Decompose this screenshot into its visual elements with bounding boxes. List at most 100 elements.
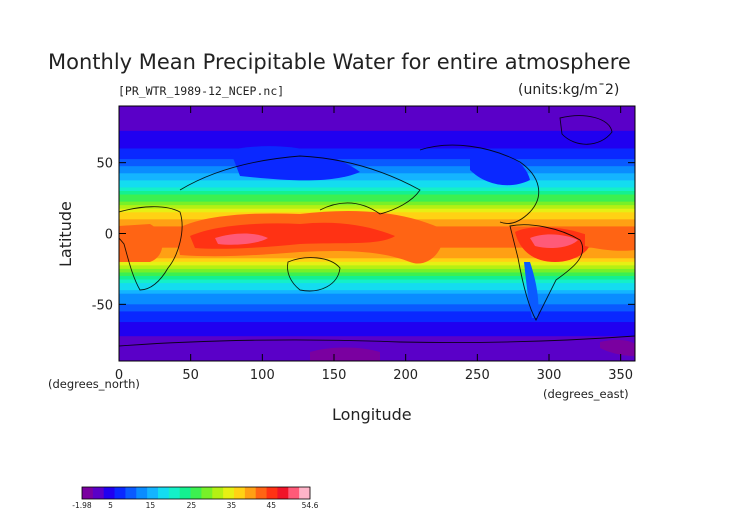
- latitude-band: [119, 120, 635, 125]
- plot-area: [119, 106, 635, 361]
- latitude-band: [119, 258, 635, 263]
- y-tick-label: 50: [96, 157, 113, 172]
- latitude-band: [119, 191, 635, 196]
- x-tick-label: 50: [182, 368, 199, 383]
- colorbar-swatch: [212, 487, 224, 499]
- chart-subtitle: [PR_WTR_1989-12_NCEP.nc]: [118, 84, 284, 98]
- latitude-band: [119, 322, 635, 327]
- eurasia-dry: [230, 146, 360, 181]
- x-axis-ticks: 0 50 100 150 200 250 300 350: [115, 106, 633, 383]
- latitude-band: [119, 325, 635, 330]
- colorbar-label: -1.98: [72, 501, 92, 510]
- x-tick-label: 0: [115, 368, 123, 383]
- colorbar-swatch: [158, 487, 170, 499]
- latitude-band: [119, 106, 635, 111]
- atlantic-itcz: [585, 227, 635, 251]
- latitude-band: [119, 176, 635, 181]
- latitude-band: [119, 311, 635, 316]
- colorbar-label: 54.6: [302, 501, 319, 510]
- latitude-band: [119, 300, 635, 305]
- coastline-eurasia: [179, 155, 421, 215]
- latitude-band: [119, 123, 635, 128]
- latitude-band: [119, 116, 635, 121]
- y-axis-label: Latitude: [56, 201, 75, 267]
- latitude-band: [119, 339, 635, 344]
- colorbar-labels: -1.98 5 15 25 35 45 54.6: [72, 501, 318, 510]
- antarctic-low-2: [600, 339, 635, 356]
- colorbar-label: 5: [108, 501, 113, 510]
- latitude-band: [119, 180, 635, 185]
- latitude-band: [119, 173, 635, 178]
- latitude-band: [119, 265, 635, 270]
- latitude-band: [119, 304, 635, 309]
- latitude-band: [119, 198, 635, 203]
- coastline-australia: [287, 257, 341, 292]
- coastline-antarctica: [119, 335, 635, 347]
- latitude-band: [119, 130, 635, 135]
- colorbar-label: 15: [146, 501, 156, 510]
- latitude-band: [119, 208, 635, 213]
- colorbar-swatch: [92, 487, 105, 499]
- colorbar-frame: [81, 486, 311, 500]
- coastline-africa: [119, 206, 183, 291]
- latitude-band: [119, 297, 635, 302]
- colorbar-swatch: [179, 487, 191, 499]
- latitude-band: [119, 162, 635, 167]
- latitude-band: [119, 261, 635, 266]
- colorbar-swatch: [255, 487, 267, 499]
- latitude-band: [119, 290, 635, 295]
- latitude-band: [119, 272, 635, 277]
- y-unit-label: (degrees_north): [48, 377, 140, 391]
- colorbar-swatch: [82, 487, 94, 499]
- latitude-band: [119, 318, 635, 323]
- latitude-band: [119, 336, 635, 341]
- colorbar-swatch: [244, 487, 257, 499]
- latitude-band: [119, 144, 635, 150]
- latitude-band: [119, 205, 635, 210]
- latitude-band: [119, 293, 635, 298]
- colorbar-swatch: [223, 487, 235, 499]
- colorbar-swatch: [114, 487, 126, 499]
- colorbar-swatch: [234, 487, 246, 499]
- latitude-band: [119, 286, 635, 291]
- latitude-band: [119, 148, 635, 153]
- latitude-band: [119, 343, 635, 348]
- antarctic-low: [310, 347, 380, 361]
- x-tick-label: 250: [465, 368, 490, 383]
- andes-dry-strip: [524, 262, 539, 318]
- x-tick-label: 150: [322, 368, 347, 383]
- colorbar-swatch: [201, 487, 213, 499]
- latitude-band: [119, 201, 635, 206]
- x-unit-label: (degrees_east): [543, 387, 629, 401]
- latitude-band: [119, 268, 635, 274]
- colorbar-swatch: [147, 487, 159, 499]
- y-tick-label: -50: [92, 298, 113, 313]
- chart-title: Monthly Mean Precipitable Water for enti…: [48, 50, 631, 74]
- coastlines: [119, 115, 635, 347]
- latitude-band: [119, 134, 635, 139]
- latitude-band: [119, 187, 635, 192]
- latitude-band: [119, 276, 635, 281]
- latitude-band: [119, 141, 635, 146]
- latitude-band: [119, 166, 635, 171]
- colorbar-label: 45: [266, 501, 276, 510]
- x-tick-label: 300: [537, 368, 562, 383]
- colorbar-swatch: [277, 487, 289, 499]
- colorbar-swatch: [136, 487, 148, 499]
- x-axis-label: Longitude: [332, 405, 412, 424]
- latitude-band: [119, 194, 635, 199]
- colorbar-swatch: [299, 487, 311, 499]
- colorbar-swatch: [288, 487, 300, 499]
- coastline-north-america: [419, 144, 540, 224]
- colorbar: [81, 486, 311, 500]
- latitude-band: [119, 113, 635, 118]
- latitude-band: [119, 254, 635, 259]
- x-tick-label: 350: [608, 368, 633, 383]
- latitude-band: [119, 155, 635, 160]
- colorbar-swatch: [190, 487, 202, 499]
- latitude-band: [119, 109, 635, 114]
- latitude-band: [119, 332, 635, 337]
- colorbar-label: 35: [227, 501, 237, 510]
- y-tick-label: 0: [105, 228, 113, 243]
